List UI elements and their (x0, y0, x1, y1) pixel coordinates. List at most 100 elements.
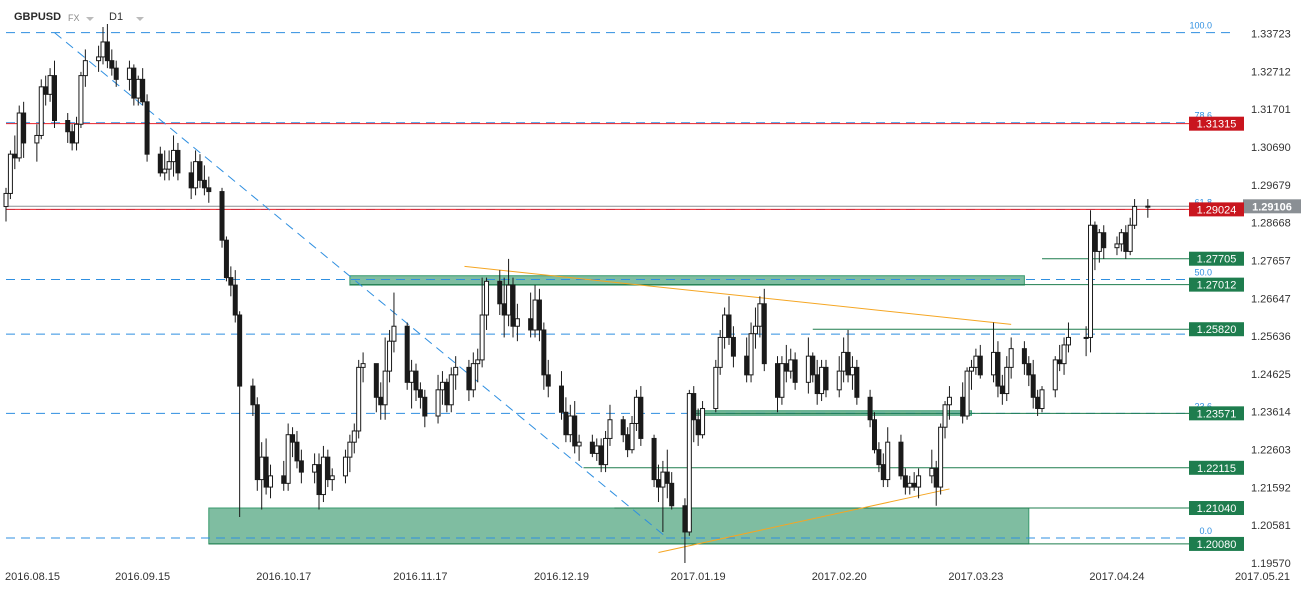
timeframe-dropdown-chevron-icon[interactable] (136, 17, 144, 21)
candle-body (126, 67, 132, 80)
candle-body (320, 456, 326, 496)
symbol-label[interactable]: GBPUSD (14, 11, 62, 23)
candle-body (558, 385, 564, 413)
candle-body (841, 351, 847, 372)
candle-body (761, 303, 767, 365)
price-label-box (1243, 199, 1301, 214)
price-label-text: 1.23571 (1197, 408, 1237, 420)
candle-body (444, 381, 450, 406)
candle-body (845, 351, 851, 376)
candle-body (484, 280, 490, 316)
candle-body (356, 366, 362, 432)
candle-body (717, 336, 723, 368)
x-axis: 2016.08.15 2016.09.15 2016.10.17 2016.11.17… (5, 571, 1290, 583)
timeframe-label[interactable]: D1 (109, 11, 124, 23)
y-tick-label: 1.33723 (1251, 29, 1291, 41)
candle-body (691, 393, 697, 421)
candle-body (281, 475, 287, 484)
candle-body (1145, 205, 1151, 208)
candle-body (536, 299, 542, 331)
price-label-box (1189, 202, 1244, 217)
candle-body (109, 60, 115, 69)
candle-body (1004, 366, 1010, 395)
candle-body (135, 78, 141, 99)
candle-body (466, 366, 472, 391)
candles-layer (3, 24, 1151, 563)
candle-body (312, 464, 318, 473)
candle-body (916, 475, 922, 488)
candle-body (752, 325, 758, 335)
candle-body (47, 75, 53, 95)
price-label-box (1189, 460, 1244, 475)
candle-body (1030, 374, 1036, 398)
candle-body (1035, 396, 1041, 410)
fib-trendline (54, 32, 668, 539)
y-tick-label: 1.20581 (1251, 520, 1291, 532)
candle-body (823, 366, 829, 391)
market-dropdown-chevron-icon[interactable] (86, 17, 94, 21)
price-label-text: 1.22115 (1197, 463, 1236, 475)
x-tick-label: 2016.10.17 (256, 571, 311, 583)
candle-body (541, 329, 547, 376)
candle-body (633, 396, 639, 424)
candle-body (391, 325, 397, 342)
candle-body (638, 396, 644, 439)
candle-body (713, 366, 719, 410)
candle-body (422, 396, 428, 417)
candle-body (417, 389, 423, 398)
candle-body (973, 355, 979, 368)
price-label-text: 1.29024 (1197, 204, 1237, 216)
price-label-box (1189, 536, 1244, 551)
candle-body (387, 340, 393, 372)
candle-body (404, 325, 410, 383)
candle-body (810, 355, 816, 376)
x-tick-label: 2016.09.15 (115, 571, 170, 583)
candle-body (373, 363, 379, 398)
price-label-text: 1.27705 (1197, 254, 1237, 266)
candle-body (201, 179, 207, 189)
candle-body (964, 370, 970, 417)
candle-body (682, 505, 688, 533)
y-tick-label: 1.29679 (1251, 180, 1291, 192)
y-axis: 1.33723 1.32712 1.31701 1.30690 1.29679 1.286… (1251, 29, 1291, 570)
candle-body (100, 41, 106, 58)
x-tick-label: 2017.01.19 (671, 571, 726, 583)
y-tick-label: 1.30690 (1251, 142, 1291, 154)
candle-body (898, 441, 904, 477)
fib-level-label: 50.0 (1194, 267, 1212, 277)
candle-body (475, 359, 481, 365)
candle-body (268, 475, 274, 488)
candle-body (854, 366, 860, 398)
candle-body (629, 422, 635, 451)
candle-body (514, 318, 520, 327)
candle-body (885, 441, 891, 481)
candle-body (259, 456, 265, 481)
candle-body (589, 441, 595, 454)
candle-body (69, 131, 75, 144)
candle-body (995, 351, 1001, 387)
price-label-box (1189, 251, 1244, 266)
candle-body (836, 370, 842, 391)
candle-body (1052, 359, 1058, 391)
candle-body (1118, 232, 1124, 245)
candle-body (254, 404, 260, 481)
price-label-text: 1.27012 (1197, 280, 1237, 292)
candle-body (669, 482, 675, 507)
candle-body (1026, 363, 1032, 376)
candle-body (788, 359, 794, 372)
y-tick-label: 1.25636 (1251, 331, 1291, 343)
y-tick-label: 1.21592 (1251, 482, 1291, 494)
candle-body (294, 441, 300, 462)
candle-body (435, 389, 441, 417)
market-label[interactable]: FX (68, 13, 80, 23)
price-label-text: 1.29106 (1252, 201, 1292, 213)
candle-body (510, 284, 516, 327)
candle-body (74, 123, 80, 144)
candle-body (347, 441, 353, 458)
candle-body (325, 456, 331, 481)
candle-body (695, 419, 701, 436)
candle-body (470, 363, 476, 391)
candle-body (285, 434, 291, 484)
candle-body (506, 284, 512, 316)
